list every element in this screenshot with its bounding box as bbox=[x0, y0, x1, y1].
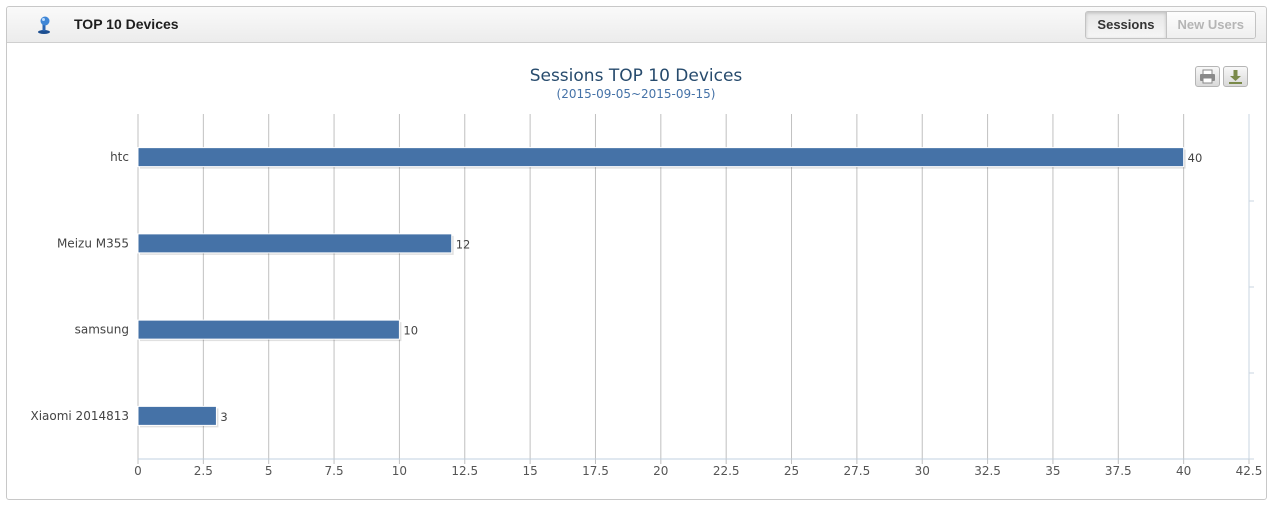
x-tick-label: 2.5 bbox=[194, 464, 213, 478]
chart-subtitle: (2015-09-05~2015-09-15) bbox=[557, 87, 716, 101]
bar bbox=[137, 233, 453, 254]
x-tick-label: 22.5 bbox=[713, 464, 740, 478]
x-tick-label: 12.5 bbox=[451, 464, 478, 478]
metric-tabs: Sessions New Users bbox=[1085, 11, 1256, 39]
category-labels: htc Meizu M355 samsung Xiaomi 2014813 bbox=[30, 150, 129, 423]
pushpin-icon bbox=[38, 16, 50, 34]
grid-lines bbox=[137, 114, 1250, 464]
x-tick-label: 17.5 bbox=[582, 464, 609, 478]
tab-new-users[interactable]: New Users bbox=[1165, 12, 1255, 38]
print-button[interactable] bbox=[1195, 66, 1220, 87]
category-label: Xiaomi 2014813 bbox=[30, 409, 129, 423]
download-icon bbox=[1229, 70, 1242, 84]
data-label: 10 bbox=[403, 324, 418, 338]
x-tick-label: 7.5 bbox=[325, 464, 344, 478]
bars bbox=[137, 147, 1186, 428]
x-tick-label: 32.5 bbox=[974, 464, 1001, 478]
axis-tick-labels: 0 2.5 5 7.5 10 12.5 15 17.5 20 22.5 25 27.5 30 32.5 35… bbox=[134, 464, 1262, 478]
x-tick-label: 37.5 bbox=[1105, 464, 1132, 478]
download-button[interactable] bbox=[1223, 66, 1248, 87]
x-tick-label: 15 bbox=[522, 464, 537, 478]
panel-title: TOP 10 Devices bbox=[74, 16, 179, 32]
data-labels: 40 12 10 3 bbox=[220, 151, 1202, 424]
x-tick-label: 5 bbox=[265, 464, 273, 478]
x-tick-label: 30 bbox=[915, 464, 930, 478]
bar bbox=[137, 147, 1185, 168]
bar bbox=[137, 405, 217, 426]
x-tick-label: 10 bbox=[392, 464, 407, 478]
chart-title: Sessions TOP 10 Devices bbox=[530, 66, 743, 86]
data-label: 3 bbox=[220, 410, 227, 424]
x-tick-label: 35 bbox=[1045, 464, 1060, 478]
panel-header: TOP 10 Devices Sessions New Users bbox=[7, 7, 1266, 43]
category-label: samsung bbox=[75, 323, 129, 337]
data-label: 40 bbox=[1188, 151, 1203, 165]
category-label: Meizu M355 bbox=[57, 236, 129, 250]
x-tick-label: 0 bbox=[134, 464, 142, 478]
data-label: 12 bbox=[456, 237, 471, 251]
x-tick-label: 27.5 bbox=[844, 464, 871, 478]
tab-sessions[interactable]: Sessions bbox=[1086, 12, 1166, 38]
x-tick-label: 40 bbox=[1176, 464, 1191, 478]
bar bbox=[137, 319, 400, 340]
printer-icon bbox=[1200, 69, 1215, 84]
x-tick-label: 20 bbox=[653, 464, 668, 478]
x-tick-label: 42.5 bbox=[1236, 464, 1263, 478]
category-label: htc bbox=[110, 150, 129, 164]
x-tick-label: 25 bbox=[784, 464, 799, 478]
